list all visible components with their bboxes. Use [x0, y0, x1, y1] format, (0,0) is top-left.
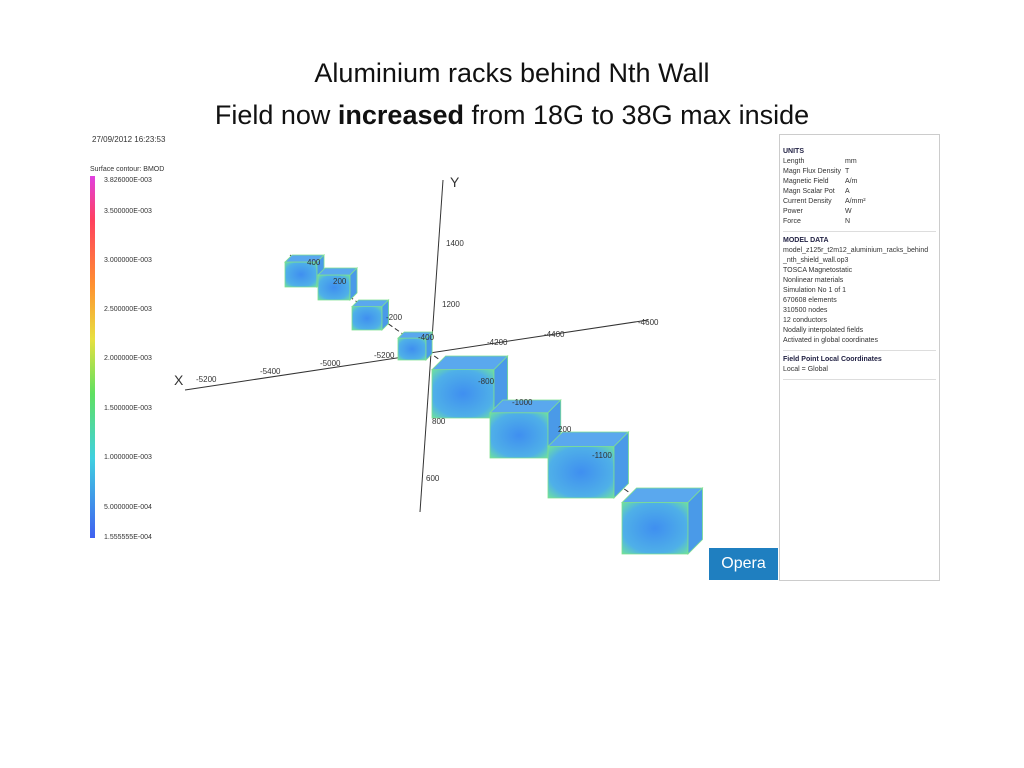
tick-label: -5200 — [196, 375, 217, 384]
heading: UNITS — [783, 148, 804, 155]
unit-name: Length — [783, 158, 805, 165]
tick-label: -800 — [478, 377, 495, 386]
unit-name: Magn Flux Density — [783, 168, 841, 175]
cube-face — [687, 487, 703, 555]
model-line: TOSCA Magnetostatic — [783, 267, 853, 274]
scene: 27/09/2012 16:23:53 Surface contour: BMO… — [90, 135, 704, 555]
unit-row: Magn Scalar Pot A — [783, 187, 936, 197]
model-line: Nodally interpolated fields — [783, 327, 864, 334]
tick-label: -4600 — [638, 318, 659, 327]
unit-row: Magn Flux Density T — [783, 167, 936, 177]
units: Length mm Magn Flux Density T Magnetic Field… — [783, 157, 936, 227]
model-line: 670608 elements — [783, 297, 837, 304]
unit-value: T — [845, 168, 850, 175]
cube-face — [381, 299, 390, 331]
tick-label: -4200 — [487, 338, 508, 347]
field-point: Local = Global — [783, 366, 828, 373]
color-bar — [90, 176, 95, 538]
unit-value: A/m — [845, 178, 858, 185]
tick-label: 1200 — [442, 300, 460, 309]
tick-label: -4400 — [544, 330, 565, 339]
model-line: Nonlinear materials — [783, 277, 844, 284]
unit-value: W — [845, 208, 852, 215]
cube-face — [613, 431, 629, 499]
tick-label: -1000 — [512, 398, 533, 407]
legend-label: 3.826000E-003 — [104, 177, 152, 184]
unit-value: mm — [845, 158, 857, 165]
cube-face — [621, 502, 689, 555]
tick-label: 200 — [558, 425, 572, 434]
tick-label: 200 — [333, 277, 347, 286]
tick-label: -5400 — [260, 367, 281, 376]
legend-label: 3.500000E-003 — [104, 208, 152, 215]
unit-row: Power W — [783, 207, 936, 217]
unit-row: Current Density A/mm² — [783, 197, 936, 207]
cubes — [284, 254, 704, 555]
model-line: _nth_shield_wall.op3 — [783, 257, 849, 264]
axis-labels: Y X 1400 1200 800 600 -5200 -5400 -5000 … — [174, 174, 659, 483]
heading: MODEL DATA — [783, 237, 829, 244]
legend-label: 2.000000E-003 — [104, 355, 152, 362]
unit-name: Magn Scalar Pot — [783, 188, 835, 195]
model-data: model_z125r_t2m12_aluminium_racks_behind… — [783, 246, 936, 346]
model-line: model_z125r_t2m12_aluminium_racks_behind — [783, 247, 929, 254]
unit-value: A/mm² — [845, 198, 866, 205]
tick-label: -1100 — [592, 451, 612, 460]
legend-labels: 3.826000E-003 3.500000E-003 3.000000E-00… — [104, 177, 152, 541]
legend-label: 1.555555E-004 — [104, 534, 152, 541]
tick-label: 600 — [426, 474, 440, 483]
timestamp: 27/09/2012 16:23:53 — [92, 135, 166, 144]
title-line: Field now increased from 18G to 38G max … — [0, 100, 1024, 131]
cube-face — [489, 412, 549, 459]
info-panel: UNITS Length mm Magn Flux Density T Magnetic… — [779, 134, 940, 581]
unit-name: Current Density — [783, 198, 832, 205]
title-line: Aluminium racks behind Nth Wall — [314, 58, 710, 88]
model-line: 12 conductors — [783, 317, 827, 324]
tick-label: -5200 — [374, 351, 395, 360]
axis-label: Y — [450, 174, 460, 190]
legend-label: 2.500000E-003 — [104, 306, 152, 313]
cube-face — [351, 306, 383, 331]
unit-name: Power — [783, 208, 803, 215]
title-text: Field now — [214, 100, 331, 130]
unit-value: N — [845, 218, 851, 225]
cube-face — [425, 331, 433, 361]
legend-label: 5.000000E-004 — [104, 504, 152, 511]
unit-row: Length mm — [783, 157, 936, 167]
unit-row: Magnetic Field A/m — [783, 177, 936, 187]
heading: Field Point Local Coordinates — [783, 356, 882, 363]
cube-face — [349, 267, 358, 301]
unit-row: Force N — [783, 217, 936, 227]
tick-label: -5000 — [320, 359, 341, 368]
tick-label: 400 — [307, 258, 321, 267]
tick-label: 1400 — [446, 239, 464, 248]
tick-label: 800 — [432, 417, 446, 426]
unit-name: Force — [783, 218, 801, 225]
unit-value: A — [845, 188, 850, 195]
title-text: from 18G to 38G max inside — [471, 100, 810, 130]
legend-label: 1.500000E-003 — [104, 405, 152, 412]
legend-title: Surface contour: BMOD — [90, 166, 164, 173]
model-line: Simulation No 1 of 1 — [783, 287, 847, 294]
tick-label: -200 — [386, 313, 403, 322]
legend-label: 1.000000E-003 — [104, 454, 152, 461]
model-line: 310500 nodes — [783, 307, 828, 314]
logo: Opera — [709, 548, 778, 580]
axis-label: X — [174, 372, 184, 388]
tick-label: -400 — [418, 333, 435, 342]
model-line: Activated in global coordinates — [783, 337, 878, 344]
legend-label: 3.000000E-003 — [104, 257, 152, 264]
title-bold: increased — [337, 100, 464, 130]
unit-name: Magnetic Field — [783, 178, 829, 185]
